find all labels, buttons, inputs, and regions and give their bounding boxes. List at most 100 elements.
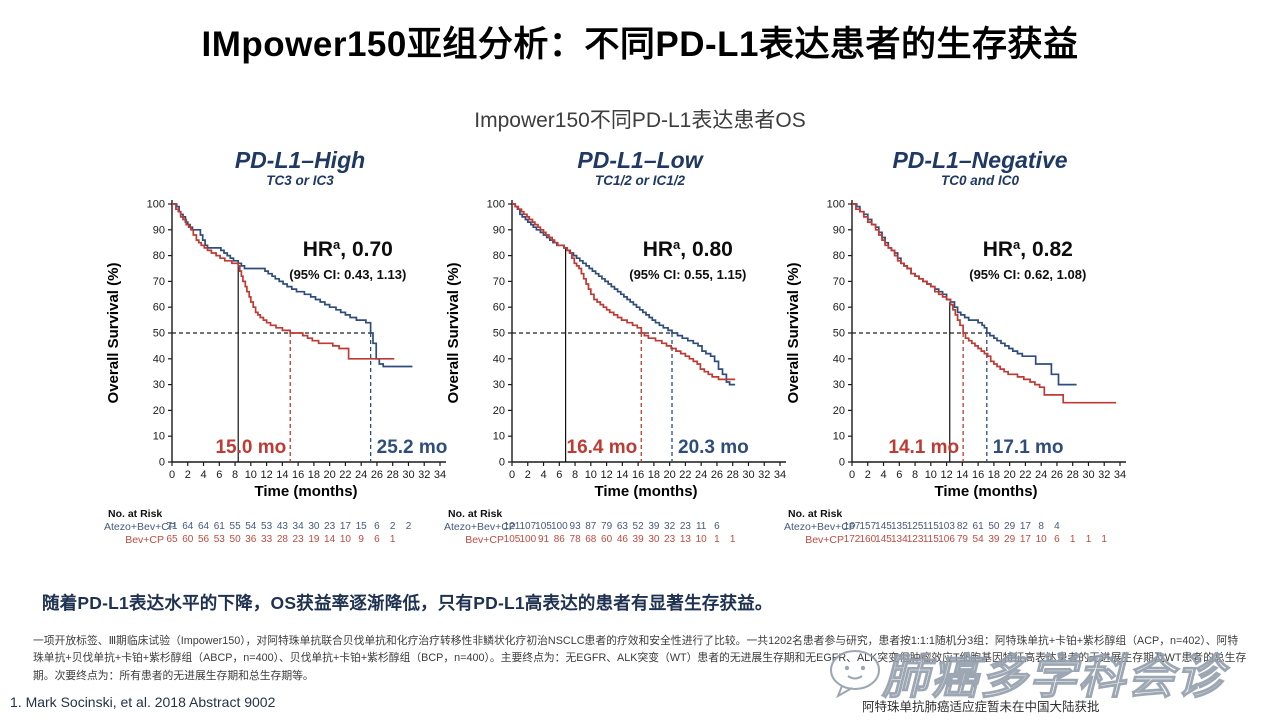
km-curve-atezo-bev-cp: [512, 203, 736, 386]
risk-count: 82: [956, 521, 968, 532]
svg-text:40: 40: [493, 353, 505, 365]
svg-text:80: 80: [493, 250, 505, 262]
risk-count: 29: [1004, 534, 1016, 545]
risk-count: 28: [276, 534, 288, 545]
risk-count: 10: [695, 534, 707, 545]
km-curve-bev-cp: [852, 203, 1117, 404]
risk-count: 87: [585, 521, 597, 532]
risk-count: 54: [245, 521, 257, 532]
svg-text:14: 14: [276, 469, 288, 481]
svg-text:20: 20: [493, 405, 505, 417]
svg-text:16: 16: [972, 469, 984, 481]
risk-count: 39: [632, 534, 644, 545]
svg-text:Time (months): Time (months): [934, 483, 1037, 500]
risk-count: 4: [1054, 521, 1060, 532]
risk-table-title: No. at Risk: [448, 508, 503, 520]
risk-count: 1: [1101, 534, 1107, 545]
median-label-bev-cp: 14.1 mo: [888, 437, 959, 458]
risk-count: 23: [679, 521, 691, 532]
risk-count: 29: [1004, 521, 1016, 532]
svg-text:6: 6: [896, 469, 902, 481]
risk-count: 50: [988, 521, 1000, 532]
risk-count: 105: [503, 534, 521, 545]
risk-count: 64: [197, 521, 210, 532]
svg-text:80: 80: [833, 250, 845, 262]
svg-text:Overall Survival (%): Overall Survival (%): [785, 263, 802, 404]
svg-text:90: 90: [833, 224, 845, 236]
risk-count: 10: [339, 534, 351, 545]
risk-count: 145: [875, 521, 892, 532]
svg-text:8: 8: [912, 469, 918, 481]
risk-count: 54: [972, 534, 984, 545]
risk-count: 1: [1069, 534, 1076, 545]
svg-text:18: 18: [648, 469, 660, 481]
svg-text:8: 8: [232, 469, 238, 481]
page-title: IMpower150亚组分析：不同PD-L1表达患者的生存获益: [201, 25, 1079, 64]
risk-count: 1: [1085, 534, 1092, 545]
risk-count: 60: [601, 534, 613, 545]
risk-count: 23: [664, 534, 676, 545]
svg-text:Overall Survival (%): Overall Survival (%): [105, 263, 122, 404]
svg-text:22: 22: [679, 469, 691, 481]
svg-text:Time (months): Time (months): [254, 483, 357, 500]
svg-text:100: 100: [827, 199, 845, 211]
svg-text:40: 40: [153, 353, 165, 365]
risk-count: 23: [324, 521, 336, 532]
risk-count: 125: [906, 521, 924, 532]
risk-count: 17: [1019, 521, 1031, 532]
risk-count: 39: [988, 534, 1000, 545]
svg-text:30: 30: [153, 379, 165, 391]
km-panel-pdl1-negative: PD-L1–Negative TC0 and IC0 0 10 20 30 40 50 60 70…: [784, 148, 1136, 558]
svg-text:30: 30: [833, 379, 845, 391]
km-panel-pdl1-high: PD-L1–High TC3 or IC3 0 10 20 30 40 50 60 70 80 90 1…: [104, 148, 456, 558]
svg-text:18: 18: [308, 469, 320, 481]
svg-text:18: 18: [988, 469, 1000, 481]
svg-text:16: 16: [632, 469, 644, 481]
risk-count: 55: [229, 521, 241, 532]
svg-text:24: 24: [695, 469, 707, 481]
svg-text:20: 20: [833, 405, 845, 417]
svg-text:40: 40: [833, 353, 845, 365]
km-curve-bev-cp: [512, 203, 736, 381]
risk-count: 93: [569, 521, 581, 532]
chart-title: PD-L1–Negative: [892, 147, 1068, 173]
svg-text:50: 50: [833, 328, 845, 340]
hr-ci: (95% CI: 0.43, 1.13): [289, 267, 406, 282]
svg-text:0: 0: [839, 457, 845, 469]
risk-count: 1: [729, 534, 736, 545]
risk-count: 107: [519, 521, 537, 532]
risk-count: 65: [166, 534, 178, 545]
svg-text:28: 28: [727, 469, 739, 481]
svg-text:50: 50: [153, 328, 165, 340]
risk-count: 13: [679, 534, 691, 545]
svg-text:22: 22: [339, 469, 351, 481]
risk-count: 43: [276, 521, 288, 532]
svg-text:16: 16: [292, 469, 304, 481]
svg-text:24: 24: [1035, 469, 1047, 481]
svg-text:10: 10: [925, 469, 937, 481]
svg-text:26: 26: [711, 469, 723, 481]
risk-count: 71: [166, 521, 178, 532]
svg-text:50: 50: [493, 328, 505, 340]
risk-count: 50: [229, 534, 241, 545]
risk-count: 19: [308, 534, 320, 545]
number-at-risk-table: No. at Risk Atezo+Bev+CP 71 64 64 61 55 54 53 43 3…: [104, 508, 456, 556]
svg-text:60: 60: [493, 302, 505, 314]
svg-text:34: 34: [774, 469, 786, 481]
km-curve-atezo-bev-cp: [852, 203, 1077, 386]
svg-text:28: 28: [1067, 469, 1079, 481]
number-at-risk-table: No. at Risk Atezo+Bev+CP 121 107 105 100 93 87 7…: [444, 508, 796, 556]
page-subtitle: Impower150不同PD-L1表达患者OS: [474, 109, 806, 132]
risk-count: 103: [938, 521, 955, 532]
median-label-atezo-bev-cp: 17.1 mo: [993, 437, 1064, 458]
svg-text:10: 10: [245, 469, 257, 481]
risk-count: 17: [1019, 534, 1031, 545]
risk-count: 23: [292, 534, 304, 545]
svg-text:12: 12: [940, 469, 952, 481]
svg-text:Time (months): Time (months): [594, 483, 697, 500]
km-curve-atezo-bev-cp: [172, 203, 413, 368]
svg-text:8: 8: [572, 469, 578, 481]
median-label-bev-cp: 15.0 mo: [215, 437, 286, 458]
